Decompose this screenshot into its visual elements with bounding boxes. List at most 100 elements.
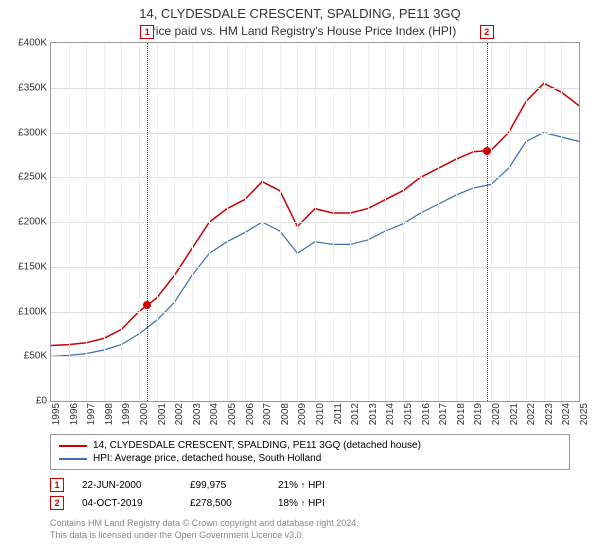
y-tick-label: £350K [5, 82, 47, 93]
x-tick-label: 2020 [491, 403, 502, 433]
x-tick-label: 1999 [121, 403, 132, 433]
x-tick-label: 2003 [192, 403, 203, 433]
x-tick-label: 2014 [385, 403, 396, 433]
legend-item: HPI: Average price, detached house, Sout… [59, 452, 561, 465]
y-tick-label: £0 [5, 396, 47, 407]
x-tick-label: 2024 [561, 403, 572, 433]
legend-label: 14, CLYDESDALE CRESCENT, SPALDING, PE11 … [93, 440, 421, 451]
x-gridline [245, 43, 246, 401]
sale-row-marker: 1 [50, 478, 64, 492]
x-tick-label: 2022 [526, 403, 537, 433]
x-tick-label: 1995 [51, 403, 62, 433]
x-gridline [139, 43, 140, 401]
x-tick-label: 2023 [544, 403, 555, 433]
y-tick-label: £50K [5, 351, 47, 362]
y-tick-label: £250K [5, 172, 47, 183]
x-tick-label: 2008 [280, 403, 291, 433]
footer-line-1: Contains HM Land Registry data © Crown c… [50, 518, 570, 530]
x-tick-label: 2012 [350, 403, 361, 433]
x-gridline [315, 43, 316, 401]
sale-pct-vs-hpi: 21% ↑ HPI [278, 480, 325, 491]
sale-row-1: 1 22-JUN-2000 £99,975 21% ↑ HPI [50, 476, 570, 494]
x-tick-label: 2002 [174, 403, 185, 433]
x-tick-label: 2007 [262, 403, 273, 433]
chart-subtitle: Price paid vs. HM Land Registry's House … [0, 21, 600, 42]
x-tick-label: 2010 [315, 403, 326, 433]
x-gridline [385, 43, 386, 401]
legend-label: HPI: Average price, detached house, Sout… [93, 453, 321, 464]
x-tick-label: 2011 [333, 403, 344, 433]
sale-date: 04-OCT-2019 [82, 498, 172, 509]
x-tick-label: 2009 [297, 403, 308, 433]
footer-attribution: Contains HM Land Registry data © Crown c… [50, 518, 570, 541]
x-gridline [157, 43, 158, 401]
x-gridline [473, 43, 474, 401]
x-gridline [262, 43, 263, 401]
sale-vline-1 [147, 43, 148, 401]
sale-point-1 [143, 301, 151, 309]
x-gridline [403, 43, 404, 401]
sale-row-2: 2 04-OCT-2019 £278,500 18% ↑ HPI [50, 494, 570, 512]
x-gridline [121, 43, 122, 401]
x-gridline [297, 43, 298, 401]
x-tick-label: 1996 [69, 403, 80, 433]
x-tick-label: 2006 [245, 403, 256, 433]
x-tick-label: 2000 [139, 403, 150, 433]
x-tick-label: 2021 [509, 403, 520, 433]
x-gridline [104, 43, 105, 401]
x-gridline [192, 43, 193, 401]
x-gridline [209, 43, 210, 401]
x-tick-label: 2001 [157, 403, 168, 433]
sale-price: £278,500 [190, 498, 260, 509]
x-gridline [491, 43, 492, 401]
x-gridline [86, 43, 87, 401]
sale-row-marker: 2 [50, 496, 64, 510]
sale-date: 22-JUN-2000 [82, 480, 172, 491]
x-gridline [227, 43, 228, 401]
x-tick-label: 2017 [438, 403, 449, 433]
x-gridline [350, 43, 351, 401]
x-gridline [368, 43, 369, 401]
legend-swatch [59, 445, 87, 447]
sale-point-2 [483, 147, 491, 155]
x-gridline [526, 43, 527, 401]
sales-list: 1 22-JUN-2000 £99,975 21% ↑ HPI 2 04-OCT-2019… [50, 476, 570, 512]
legend-swatch [59, 458, 87, 460]
chart-plot-area: £0£50K£100K£150K£200K£250K£300K£350K£400… [50, 42, 580, 402]
x-gridline [333, 43, 334, 401]
x-gridline [456, 43, 457, 401]
x-tick-label: 2005 [227, 403, 238, 433]
y-tick-label: £300K [5, 127, 47, 138]
x-gridline [421, 43, 422, 401]
y-tick-label: £100K [5, 306, 47, 317]
x-gridline [174, 43, 175, 401]
x-tick-label: 2025 [579, 403, 590, 433]
sale-vline-2 [487, 43, 488, 401]
footer-line-2: This data is licensed under the Open Gov… [50, 530, 570, 542]
y-tick-label: £150K [5, 261, 47, 272]
x-tick-label: 2004 [209, 403, 220, 433]
x-tick-label: 2016 [421, 403, 432, 433]
sale-price: £99,975 [190, 480, 260, 491]
y-tick-label: £400K [5, 38, 47, 49]
x-gridline [561, 43, 562, 401]
y-tick-label: £200K [5, 217, 47, 228]
sale-marker-box-2: 2 [480, 25, 494, 39]
x-tick-label: 2018 [456, 403, 467, 433]
x-tick-label: 2015 [403, 403, 414, 433]
x-gridline [544, 43, 545, 401]
x-tick-label: 1998 [104, 403, 115, 433]
x-gridline [438, 43, 439, 401]
x-gridline [509, 43, 510, 401]
legend-item: 14, CLYDESDALE CRESCENT, SPALDING, PE11 … [59, 439, 561, 452]
x-tick-label: 2013 [368, 403, 379, 433]
x-gridline [69, 43, 70, 401]
x-tick-label: 1997 [86, 403, 97, 433]
x-tick-label: 2019 [473, 403, 484, 433]
x-gridline [280, 43, 281, 401]
chart-container: 14, CLYDESDALE CRESCENT, SPALDING, PE11 … [0, 0, 600, 560]
sale-marker-box-1: 1 [140, 25, 154, 39]
sale-pct-vs-hpi: 18% ↑ HPI [278, 498, 325, 509]
legend-box: 14, CLYDESDALE CRESCENT, SPALDING, PE11 … [50, 434, 570, 470]
chart-title: 14, CLYDESDALE CRESCENT, SPALDING, PE11 … [0, 0, 600, 21]
